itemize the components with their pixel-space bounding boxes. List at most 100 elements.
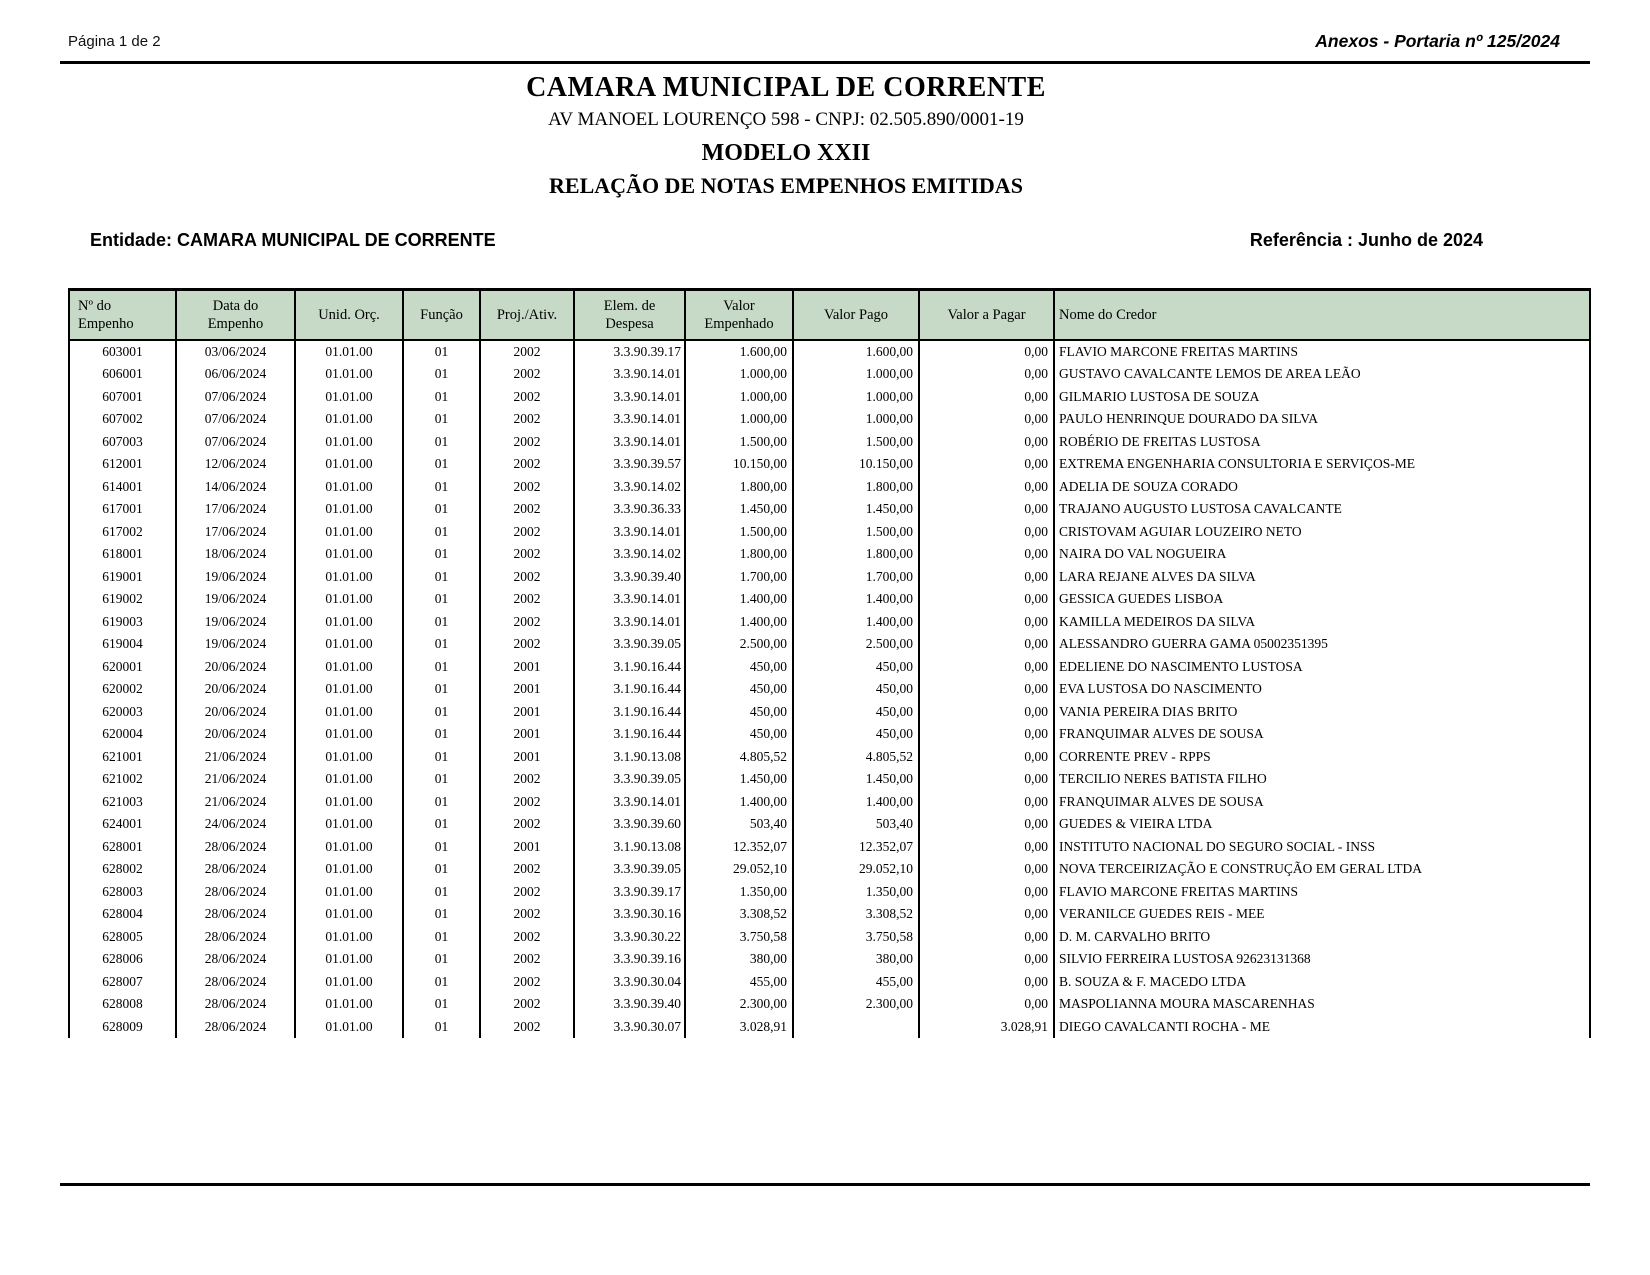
- cell-data-empenho: 20/06/2024: [176, 700, 296, 723]
- cell-funcao: 01: [403, 745, 481, 768]
- table-row: 628005 28/06/2024 01.01.00 01 2002 3.3.90.30.…: [69, 925, 1591, 948]
- cell-proj-ativ: 2002: [480, 925, 575, 948]
- cell-unid-orc: 01.01.00: [295, 835, 404, 858]
- cell-nome-credor: GUEDES & VIEIRA LTDA: [1054, 813, 1591, 836]
- cell-unid-orc: 01.01.00: [295, 903, 404, 926]
- cell-valor-empenhado: 1.500,00: [685, 430, 794, 453]
- cell-valor-a-pagar: 0,00: [919, 588, 1055, 611]
- table-row: 619001 19/06/2024 01.01.00 01 2002 3.3.90.39.…: [69, 565, 1591, 588]
- cell-nome-credor: CRISTOVAM AGUIAR LOUZEIRO NETO: [1054, 520, 1591, 543]
- table-row: 621001 21/06/2024 01.01.00 01 2001 3.1.90.13.…: [69, 745, 1591, 768]
- cell-valor-a-pagar: 0,00: [919, 993, 1055, 1016]
- cell-proj-ativ: 2002: [480, 903, 575, 926]
- cell-funcao: 01: [403, 520, 481, 543]
- cell-valor-empenhado: 3.750,58: [685, 925, 794, 948]
- cell-proj-ativ: 2002: [480, 633, 575, 656]
- table-row: 603001 03/06/2024 01.01.00 01 2002 3.3.90.39.…: [69, 339, 1591, 363]
- cell-data-empenho: 28/06/2024: [176, 1015, 296, 1038]
- cell-data-empenho: 06/06/2024: [176, 363, 296, 386]
- table-row: 617002 17/06/2024 01.01.00 01 2002 3.3.90.14.…: [69, 520, 1591, 543]
- cell-elem-despesa: 3.1.90.16.44: [574, 723, 686, 746]
- cell-valor-pago: 3.750,58: [793, 925, 920, 948]
- cell-proj-ativ: 2002: [480, 790, 575, 813]
- cell-valor-empenhado: 1.600,00: [685, 339, 794, 363]
- cell-valor-empenhado: 1.700,00: [685, 565, 794, 588]
- cell-proj-ativ: 2002: [480, 363, 575, 386]
- cell-numero-empenho: 621002: [69, 768, 177, 791]
- cell-valor-empenhado: 10.150,00: [685, 453, 794, 476]
- cell-valor-pago: 450,00: [793, 655, 920, 678]
- table-row: 628009 28/06/2024 01.01.00 01 2002 3.3.90.30.…: [69, 1015, 1591, 1038]
- cell-valor-a-pagar: 0,00: [919, 700, 1055, 723]
- cell-data-empenho: 20/06/2024: [176, 678, 296, 701]
- cell-elem-despesa: 3.3.90.30.07: [574, 1015, 686, 1038]
- cell-valor-a-pagar: 0,00: [919, 723, 1055, 746]
- cell-funcao: 01: [403, 588, 481, 611]
- cell-numero-empenho: 619002: [69, 588, 177, 611]
- cell-proj-ativ: 2002: [480, 970, 575, 993]
- cell-proj-ativ: 2002: [480, 453, 575, 476]
- cell-numero-empenho: 628009: [69, 1015, 177, 1038]
- cell-elem-despesa: 3.3.90.14.01: [574, 520, 686, 543]
- cell-nome-credor: ADELIA DE SOUZA CORADO: [1054, 475, 1591, 498]
- cell-unid-orc: 01.01.00: [295, 858, 404, 881]
- cell-nome-credor: TRAJANO AUGUSTO LUSTOSA CAVALCANTE: [1054, 498, 1591, 521]
- cell-nome-credor: B. SOUZA & F. MACEDO LTDA: [1054, 970, 1591, 993]
- cell-funcao: 01: [403, 813, 481, 836]
- cell-valor-empenhado: 1.000,00: [685, 408, 794, 431]
- cell-data-empenho: 17/06/2024: [176, 520, 296, 543]
- cell-valor-empenhado: 4.805,52: [685, 745, 794, 768]
- cell-valor-a-pagar: 3.028,91: [919, 1015, 1055, 1038]
- cell-unid-orc: 01.01.00: [295, 633, 404, 656]
- cell-valor-pago: 4.805,52: [793, 745, 920, 768]
- cell-nome-credor: FRANQUIMAR ALVES DE SOUSA: [1054, 790, 1591, 813]
- cell-elem-despesa: 3.3.90.14.02: [574, 543, 686, 566]
- cell-unid-orc: 01.01.00: [295, 363, 404, 386]
- cell-data-empenho: 28/06/2024: [176, 993, 296, 1016]
- cell-valor-empenhado: 503,40: [685, 813, 794, 836]
- cell-proj-ativ: 2001: [480, 835, 575, 858]
- cell-valor-pago: 2.500,00: [793, 633, 920, 656]
- cell-elem-despesa: 3.3.90.30.16: [574, 903, 686, 926]
- cell-valor-a-pagar: 0,00: [919, 970, 1055, 993]
- table-row: 620002 20/06/2024 01.01.00 01 2001 3.1.90.16.…: [69, 678, 1591, 701]
- column-header-data-empenho: Data do Empenho: [176, 289, 296, 341]
- cell-funcao: 01: [403, 363, 481, 386]
- column-header-funcao: Função: [403, 289, 481, 341]
- cell-nome-credor: GUSTAVO CAVALCANTE LEMOS DE AREA LEÃO: [1054, 363, 1591, 386]
- cell-valor-pago: 3.308,52: [793, 903, 920, 926]
- cell-valor-empenhado: 1.000,00: [685, 363, 794, 386]
- cell-numero-empenho: 628008: [69, 993, 177, 1016]
- cell-funcao: 01: [403, 970, 481, 993]
- cell-valor-pago: 1.700,00: [793, 565, 920, 588]
- cell-numero-empenho: 628003: [69, 880, 177, 903]
- column-header-unid-orc: Unid. Orç.: [295, 289, 404, 341]
- cell-funcao: 01: [403, 633, 481, 656]
- cell-unid-orc: 01.01.00: [295, 385, 404, 408]
- cell-unid-orc: 01.01.00: [295, 408, 404, 431]
- cell-elem-despesa: 3.1.90.13.08: [574, 745, 686, 768]
- cell-nome-credor: EDELIENE DO NASCIMENTO LUSTOSA: [1054, 655, 1591, 678]
- cell-elem-despesa: 3.3.90.14.01: [574, 408, 686, 431]
- cell-data-empenho: 28/06/2024: [176, 880, 296, 903]
- cell-valor-a-pagar: 0,00: [919, 498, 1055, 521]
- cell-proj-ativ: 2002: [480, 475, 575, 498]
- cell-data-empenho: 19/06/2024: [176, 565, 296, 588]
- table-row: 628004 28/06/2024 01.01.00 01 2002 3.3.90.30.…: [69, 903, 1591, 926]
- cell-funcao: 01: [403, 1015, 481, 1038]
- cell-data-empenho: 14/06/2024: [176, 475, 296, 498]
- cell-unid-orc: 01.01.00: [295, 430, 404, 453]
- cell-valor-pago: 1.800,00: [793, 543, 920, 566]
- column-header-valor-empenhado: Valor Empenhado: [685, 289, 794, 341]
- table-row: 606001 06/06/2024 01.01.00 01 2002 3.3.90.14.…: [69, 363, 1591, 386]
- cell-valor-pago: 1.400,00: [793, 610, 920, 633]
- cell-funcao: 01: [403, 858, 481, 881]
- cell-elem-despesa: 3.3.90.39.05: [574, 633, 686, 656]
- cell-nome-credor: GESSICA GUEDES LISBOA: [1054, 588, 1591, 611]
- cell-numero-empenho: 619001: [69, 565, 177, 588]
- cell-funcao: 01: [403, 903, 481, 926]
- cell-elem-despesa: 3.1.90.13.08: [574, 835, 686, 858]
- cell-funcao: 01: [403, 925, 481, 948]
- cell-valor-pago: 450,00: [793, 700, 920, 723]
- cell-data-empenho: 28/06/2024: [176, 970, 296, 993]
